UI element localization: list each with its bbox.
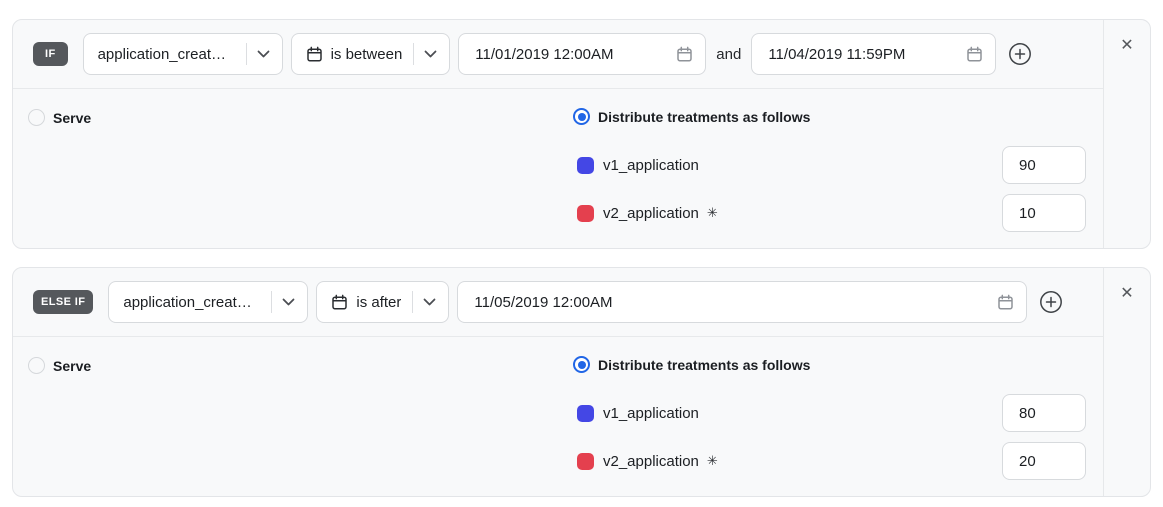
radio-selected-icon [573,356,590,373]
serve-label: Serve [53,109,92,126]
rule-badge: IF [33,42,68,66]
select-divider [271,291,273,313]
date-end-field[interactable] [751,33,997,75]
calendar-icon [331,294,348,311]
rule-serve-section: Serve Distribute treatments as follows v… [13,337,1103,496]
treatment-name: v1_application [603,404,699,422]
distribute-radio[interactable]: Distribute treatments as follows [573,356,810,373]
select-divider [412,291,414,313]
attribute-select-value: application_creat… [123,293,252,311]
radio-unselected-icon [28,109,45,126]
treatment-row: v1_application [577,394,1086,432]
add-condition-button[interactable] [1039,290,1063,314]
close-rule-button[interactable]: ✕ [1114,281,1140,307]
distribute-radio[interactable]: Distribute treatments as follows [573,108,810,125]
distribute-label: Distribute treatments as follows [598,356,811,373]
treatment-name: v2_application [603,204,699,222]
treatment-percent-input[interactable] [1002,146,1086,184]
operator-select-value: is after [356,293,402,311]
calendar-icon[interactable] [966,46,983,63]
date-start-field[interactable] [458,33,707,75]
treatment-color-swatch [577,404,594,422]
attribute-select[interactable]: application_creat… [108,281,309,323]
calendar-icon[interactable] [676,46,693,63]
rule-card-main: IF application_creat… is between [13,20,1103,248]
date-start-input[interactable] [474,293,998,311]
plus-circle-icon [1039,290,1063,314]
select-divider [413,43,415,65]
default-treatment-star-icon: ✳ [706,453,718,468]
treatment-color-swatch [577,156,594,174]
joiner-label: and [716,45,742,63]
attribute-select-value: application_creat… [97,45,226,63]
rule-serve-section: Serve Distribute treatments as follows v… [13,89,1103,248]
add-condition-button[interactable] [1008,42,1032,66]
chevron-down-icon [423,298,436,306]
chevron-down-icon [282,298,295,306]
operator-select-value: is between [330,45,403,63]
treatment-row: v1_application [577,146,1086,184]
treatment-row: v2_application ✳ [577,194,1086,232]
calendar-icon[interactable] [997,294,1014,311]
serve-label: Serve [53,357,92,374]
distribute-label: Distribute treatments as follows [598,108,811,125]
radio-selected-icon [573,108,590,125]
rule-badge: ELSE IF [33,290,94,314]
rule-card-else-if: ELSE IF application_creat… is after [12,267,1151,497]
treatment-percent-input[interactable] [1002,394,1086,432]
date-start-field[interactable] [457,281,1028,323]
rule-condition-row: ELSE IF application_creat… is after [13,268,1103,337]
treatment-name: v2_application [603,452,699,470]
treatment-color-swatch [577,204,594,222]
plus-circle-icon [1008,42,1032,66]
chevron-down-icon [257,50,270,58]
operator-select[interactable]: is after [316,281,450,323]
close-rule-button[interactable]: ✕ [1114,33,1140,59]
rule-card-main: ELSE IF application_creat… is after [13,268,1103,496]
rule-card-side: ✕ [1103,268,1150,496]
serve-radio[interactable]: Serve [28,109,91,126]
treatment-name: v1_application [603,156,699,174]
rule-card-side: ✕ [1103,20,1150,248]
treatment-row: v2_application ✳ [577,442,1086,480]
chevron-down-icon [424,50,437,58]
treatment-percent-input[interactable] [1002,194,1086,232]
treatment-color-swatch [577,452,594,470]
date-start-input[interactable] [475,45,677,63]
treatment-percent-input[interactable] [1002,442,1086,480]
serve-radio[interactable]: Serve [28,357,91,374]
rule-card-if: IF application_creat… is between [12,19,1151,249]
rule-condition-row: IF application_creat… is between [13,20,1103,89]
select-divider [245,43,247,65]
operator-select[interactable]: is between [290,33,451,75]
attribute-select[interactable]: application_creat… [82,33,283,75]
calendar-icon [306,46,323,63]
default-treatment-star-icon: ✳ [706,205,718,220]
radio-unselected-icon [28,357,45,374]
date-end-input[interactable] [768,45,967,63]
